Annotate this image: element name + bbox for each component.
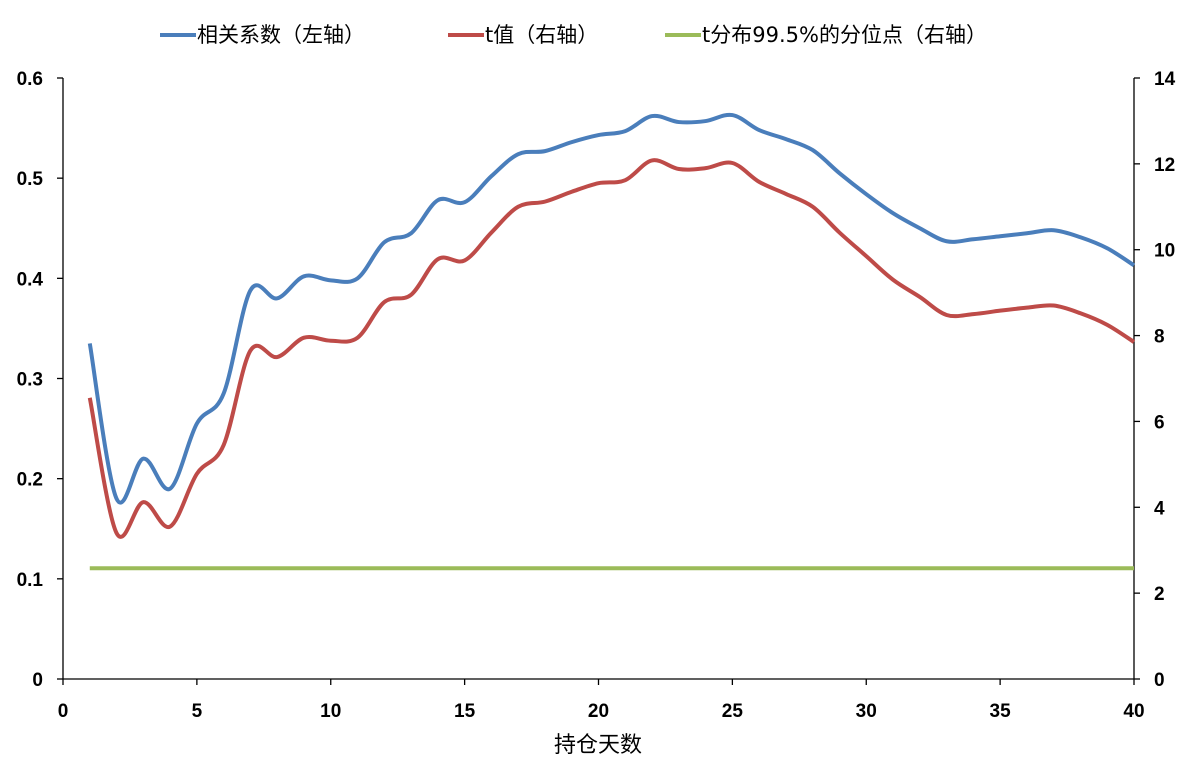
legend: 相关系数（左轴） t值（右轴） t分布99.5%的分位点（右轴） [160, 23, 987, 47]
x-tick-label: 10 [320, 701, 341, 722]
y-left-tick-label: 0.5 [17, 169, 44, 190]
series-layer [87, 112, 1136, 571]
y-right-tick-label: 12 [1154, 155, 1175, 176]
y-left-tick-label: 0.1 [17, 570, 44, 591]
x-tick-label: 15 [454, 701, 476, 722]
x-tick-label: 5 [192, 701, 203, 722]
x-tick-label: 25 [722, 701, 744, 722]
axes: 0 0.1 0.2 0.3 0.4 0.5 0.6 0 2 4 6 8 10 12 14 0 5 10 15 20 25… [17, 69, 1176, 722]
y-right-tick-label: 2 [1154, 584, 1165, 605]
y-right-tick-label: 0 [1154, 670, 1165, 691]
x-axis-label: 持仓天数 [554, 733, 642, 758]
y-left-tick-label: 0.4 [17, 269, 44, 290]
y-right-tick-label: 6 [1154, 412, 1165, 433]
y-right-tick-label: 4 [1154, 498, 1165, 519]
x-tick-label: 0 [58, 701, 69, 722]
y-left-tick-label: 0.6 [17, 69, 43, 90]
x-tick-label: 35 [990, 701, 1012, 722]
y-right-tick-label: 14 [1154, 69, 1176, 90]
x-tick-label: 40 [1123, 701, 1144, 722]
y-left-tick-label: 0.3 [17, 370, 43, 391]
y-right-tick-label: 8 [1154, 327, 1165, 348]
legend-label-t-quantile: t分布99.5%的分位点（右轴） [702, 23, 987, 47]
y-left-tick-label: 0 [32, 670, 43, 691]
y-right-tick-label: 10 [1154, 241, 1175, 262]
series-line-correlation [87, 112, 1136, 505]
legend-label-t-value: t值（右轴） [485, 23, 598, 47]
x-tick-label: 30 [856, 701, 877, 722]
y-left-tick-label: 0.2 [17, 470, 43, 491]
legend-label-correlation: 相关系数（左轴） [197, 23, 365, 47]
x-tick-label: 20 [588, 701, 609, 722]
series-line-t-value [87, 158, 1136, 539]
